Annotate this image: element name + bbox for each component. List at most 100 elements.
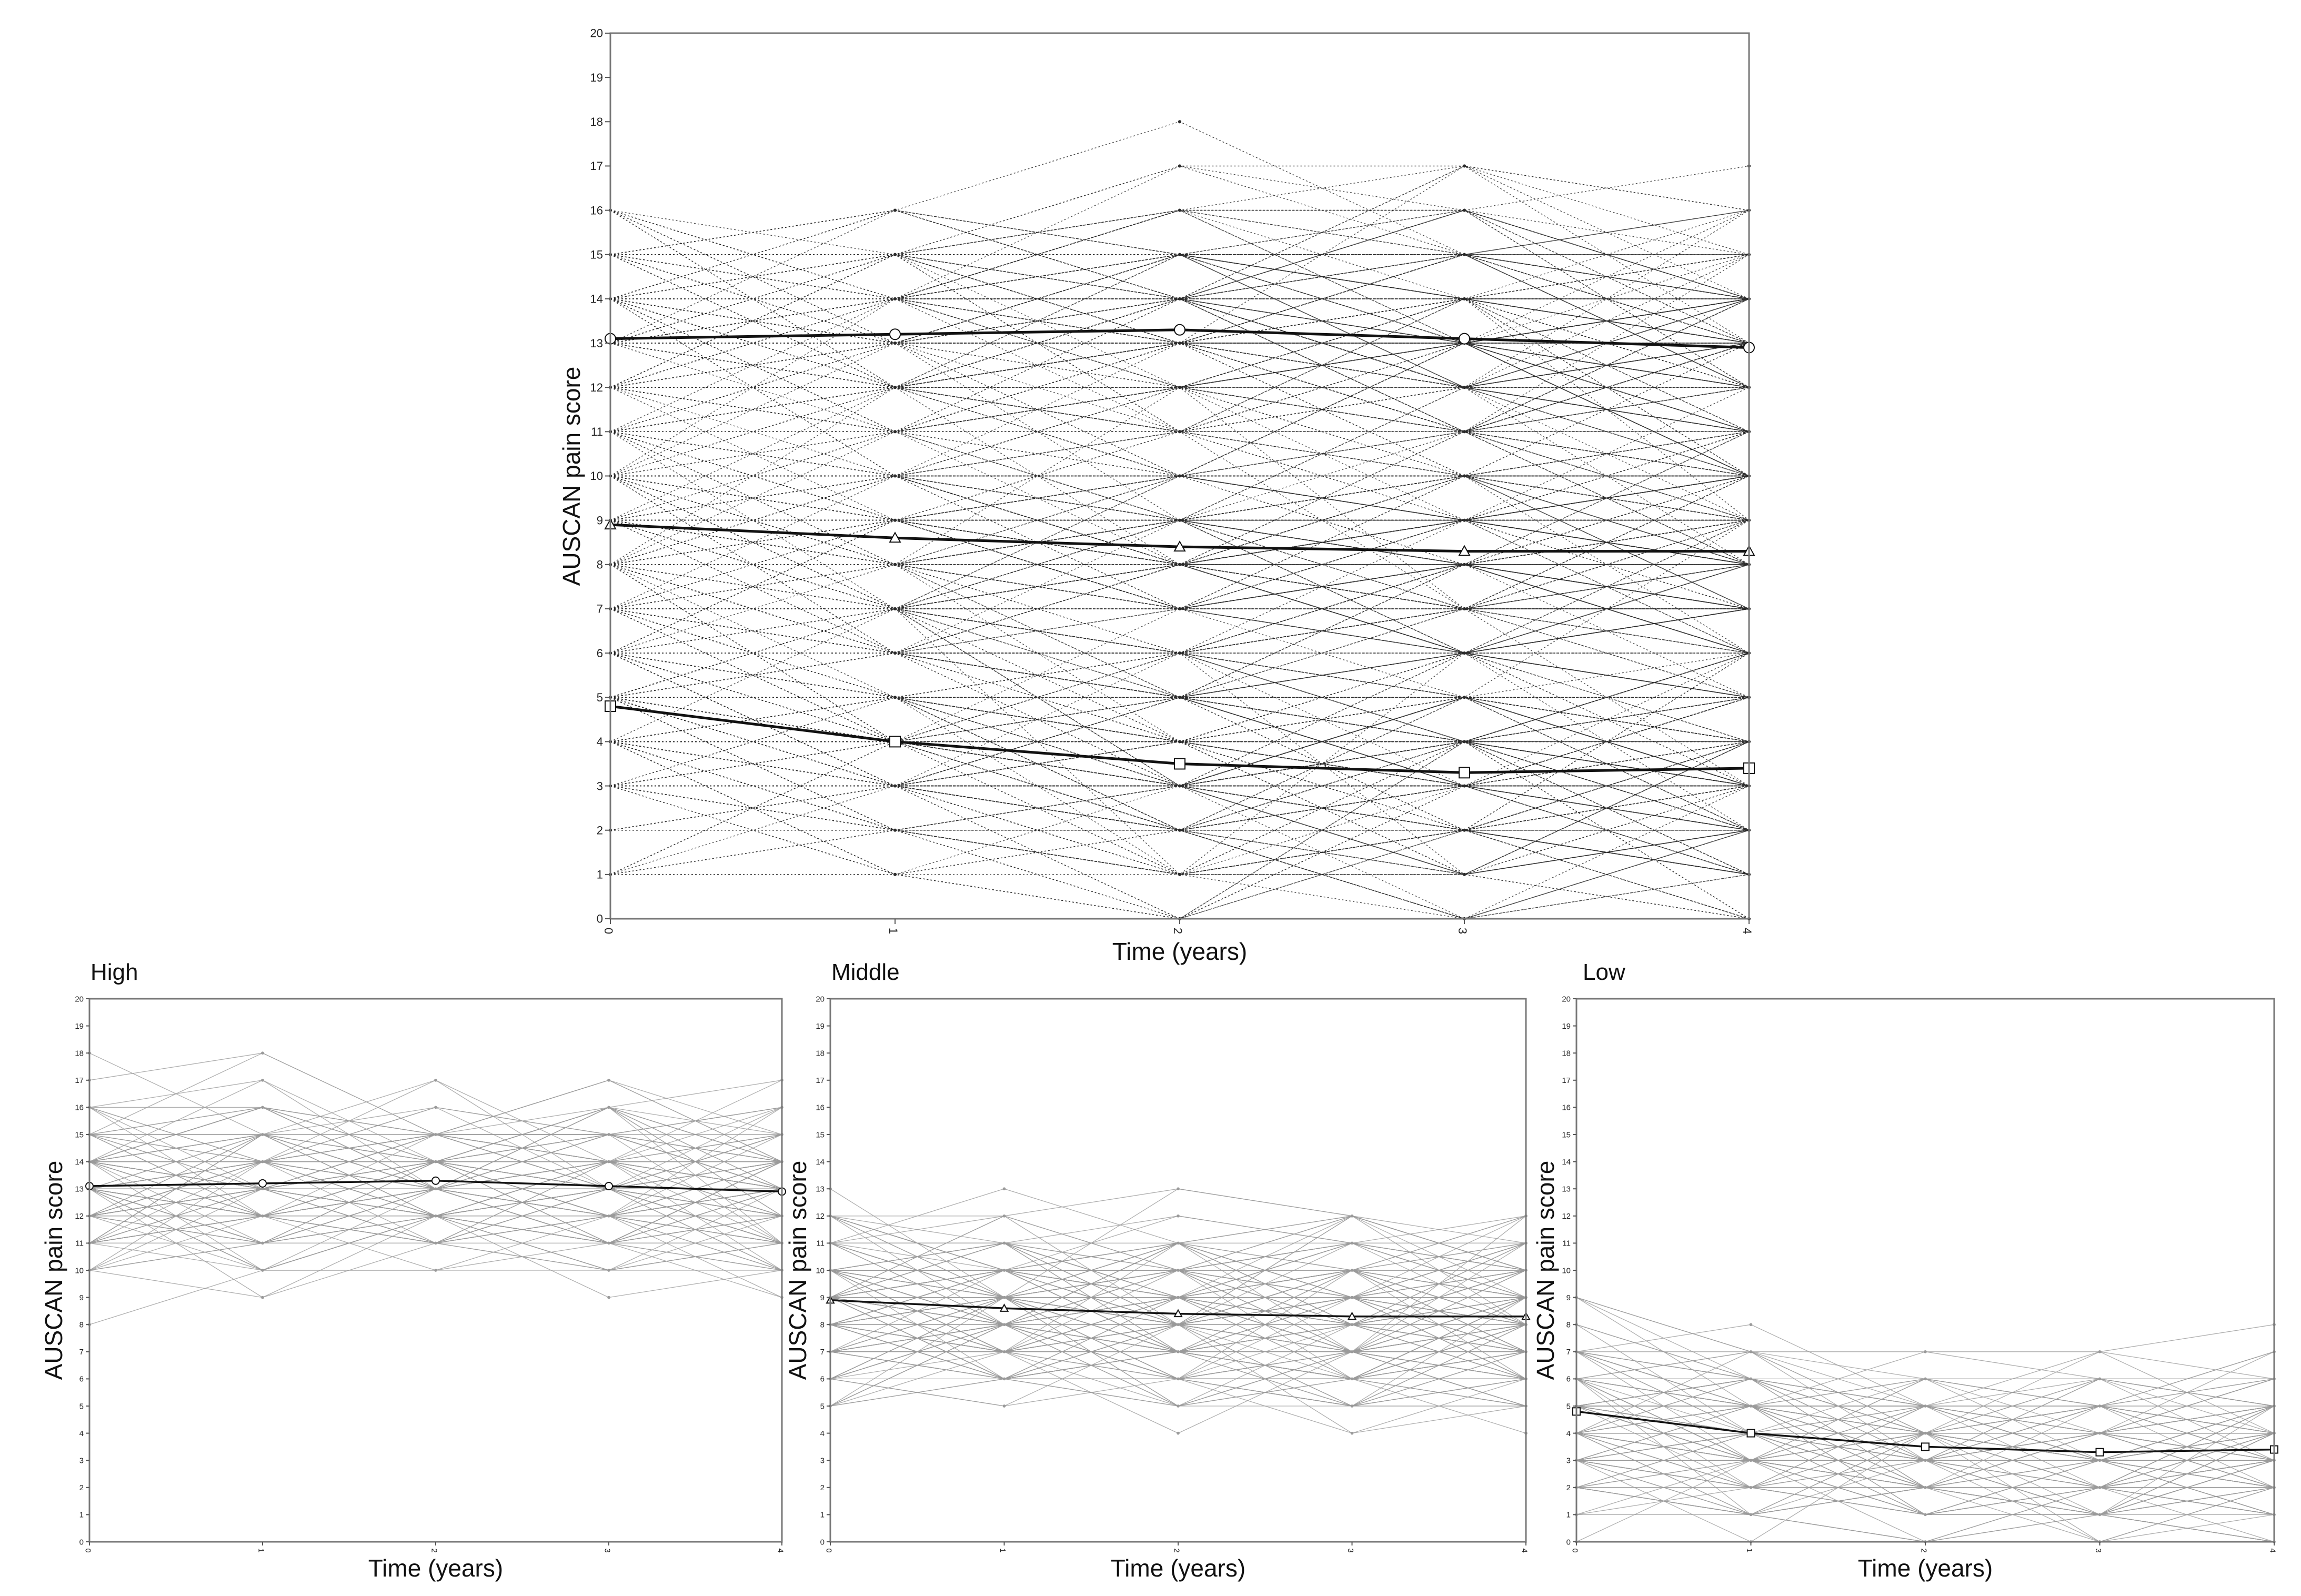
main-individual-line xyxy=(610,564,1749,698)
main-individual-line xyxy=(610,387,1750,433)
main-individual-line xyxy=(610,209,1749,344)
high-data-point xyxy=(261,1078,264,1082)
main-individual-line xyxy=(610,343,1750,477)
high-x-axis-title: Time (years) xyxy=(368,1554,503,1582)
main-individual-line xyxy=(610,564,1750,698)
main-data-point xyxy=(1178,120,1182,124)
low-individual-line xyxy=(1576,1324,2275,1461)
main-data-point xyxy=(893,341,897,345)
high-individual-line xyxy=(89,1161,782,1244)
main-individual-line xyxy=(610,165,1750,299)
high-data-point xyxy=(607,1241,610,1245)
main-individual-line xyxy=(610,653,1750,742)
low-individual-line xyxy=(1576,1378,2275,1407)
middle-data-point xyxy=(1177,1431,1180,1435)
low-individual-line xyxy=(1576,1351,2275,1434)
low-y-tick-label: 2 xyxy=(1566,1483,1571,1492)
low-y-tick-label: 3 xyxy=(1566,1456,1571,1465)
middle-data-point xyxy=(1350,1296,1354,1299)
low-panel-title: Low xyxy=(1583,959,1625,985)
low-individual-line xyxy=(1576,1514,2275,1542)
main-data-point xyxy=(893,696,897,699)
high-individual-line xyxy=(89,1216,782,1244)
middle-y-axis-title: AUSCAN pain score xyxy=(784,1161,811,1380)
main-data-point xyxy=(1462,474,1466,478)
main-individual-line xyxy=(610,608,1750,742)
main-individual-line xyxy=(610,519,1750,654)
main-individual-line xyxy=(610,475,1749,521)
middle-individual-line xyxy=(830,1270,1526,1298)
main-individual-line xyxy=(610,519,1750,654)
main-data-point xyxy=(1178,341,1182,345)
main-individual-line xyxy=(610,387,1749,432)
main-individual-line xyxy=(610,608,1750,742)
main-y-tick-label: 6 xyxy=(597,647,603,660)
high-individual-line xyxy=(89,1161,782,1244)
main-data-point xyxy=(893,474,897,478)
middle-individual-line xyxy=(830,1324,1526,1407)
middle-y-tick-label: 1 xyxy=(820,1511,825,1520)
main-individual-line xyxy=(610,254,1749,299)
high-individual-line xyxy=(89,1242,782,1271)
middle-individual-line xyxy=(830,1216,1526,1298)
main-individual-line xyxy=(610,209,1750,255)
main-individual-line xyxy=(610,608,1750,742)
main-individual-line xyxy=(610,387,1749,432)
middle-individual-line xyxy=(830,1324,1526,1407)
main-individual-line xyxy=(610,165,1750,299)
high-y-tick-label: 19 xyxy=(75,1022,84,1031)
main-individual-line xyxy=(610,343,1750,477)
low-data-point xyxy=(1924,1459,1927,1462)
high-individual-line xyxy=(89,1080,782,1217)
middle-individual-line xyxy=(830,1270,1526,1298)
middle-individual-line xyxy=(830,1351,1526,1380)
high-individual-line xyxy=(89,1134,782,1217)
main-individual-line xyxy=(610,519,1750,654)
main-individual-line xyxy=(610,343,1750,477)
low-y-tick-label: 16 xyxy=(1562,1103,1571,1112)
middle-individual-line xyxy=(830,1242,1526,1271)
low-individual-line xyxy=(1576,1351,2274,1434)
high-y-tick-label: 16 xyxy=(75,1103,84,1112)
middle-individual-line xyxy=(830,1324,1526,1407)
main-individual-line xyxy=(610,343,1750,477)
middle-individual-line xyxy=(830,1324,1526,1407)
main-individual-line xyxy=(610,697,1749,742)
main-y-tick-label: 7 xyxy=(597,603,603,616)
main-individual-line xyxy=(610,254,1750,299)
high-individual-line xyxy=(89,1161,782,1244)
low-data-point xyxy=(2098,1431,2102,1435)
middle-individual-line xyxy=(830,1324,1526,1407)
low-individual-line xyxy=(1576,1351,2275,1434)
main-individual-line xyxy=(610,298,1749,433)
main-individual-line xyxy=(610,387,1749,521)
main-y-tick-label: 0 xyxy=(597,912,603,926)
low-individual-line xyxy=(1576,1351,2275,1434)
main-individual-line xyxy=(610,564,1749,698)
main-individual-line xyxy=(610,697,1749,742)
main-individual-line xyxy=(610,209,1750,344)
high-y-tick-label: 0 xyxy=(79,1538,84,1547)
high-data-point xyxy=(434,1133,437,1136)
main-individual-line xyxy=(610,785,1750,919)
main-individual-line xyxy=(610,653,1750,831)
main-individual-line xyxy=(610,343,1750,477)
high-individual-line xyxy=(89,1188,782,1217)
main-data-point xyxy=(1178,828,1182,832)
middle-individual-line xyxy=(830,1216,1526,1298)
high-individual-line xyxy=(89,1188,782,1217)
high-individual-line xyxy=(89,1161,782,1244)
middle-individual-line xyxy=(830,1324,1526,1352)
low-y-tick-label: 6 xyxy=(1566,1375,1571,1384)
high-individual-line xyxy=(89,1161,782,1244)
low-x-tick-label: 2 xyxy=(1920,1548,1928,1552)
middle-mean-trajectory xyxy=(826,1295,1531,1320)
low-x-tick-label: 0 xyxy=(1571,1548,1580,1552)
low-individual-line xyxy=(1576,1406,2275,1434)
low-y-tick-label: 7 xyxy=(1566,1348,1571,1357)
low-data-point xyxy=(2098,1485,2102,1489)
high-individual-line xyxy=(89,1188,782,1217)
middle-data-point xyxy=(1350,1350,1354,1353)
main-individual-line xyxy=(610,209,1750,299)
